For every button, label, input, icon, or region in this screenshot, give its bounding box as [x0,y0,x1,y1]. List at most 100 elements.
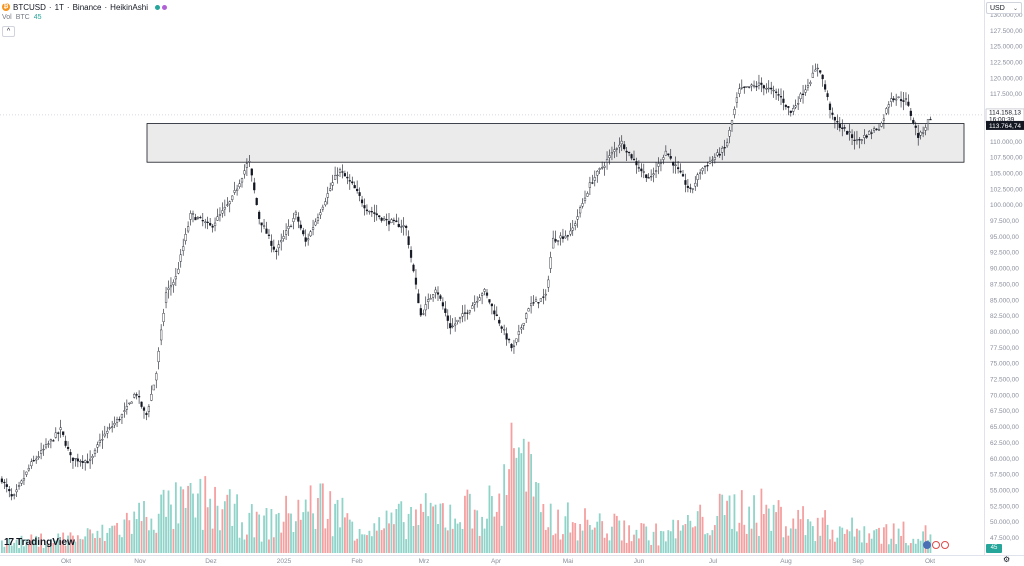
candle [385,219,388,221]
candle [10,494,13,497]
candle [659,162,663,164]
candle [189,213,192,220]
volume-bar [851,517,853,553]
volume-bar [645,526,648,553]
candle [740,87,743,89]
volume-bar [762,514,765,553]
volume-bar [116,522,118,553]
candle [686,185,689,188]
candle [324,201,327,206]
collapse-legend-button[interactable]: ^ [2,26,15,37]
candle [493,310,496,315]
candle [735,97,738,103]
time-tick-label: Nov [134,558,146,565]
candle [794,105,797,108]
candle [299,224,302,229]
candle [640,168,643,172]
volume-bar [103,540,106,553]
volume-bar [782,537,785,553]
event-flag-icon[interactable] [941,541,949,549]
candle [608,155,611,159]
candle [444,308,447,313]
volume-bar [694,526,697,553]
candle [375,213,378,216]
candle [419,308,422,316]
volume-bar [375,530,378,553]
volume-bar [351,521,354,553]
tradingview-logo[interactable]: 17 TradingView [4,537,75,548]
time-axis: Okt Nov Dez 2025 Feb Mrz Apr Mai Jun Jul Aug Sep Okt [0,555,1024,565]
candle [843,127,846,129]
volume-bar [699,504,702,553]
candle [613,149,616,152]
candle [706,165,709,167]
currency-selector[interactable]: USD ⌄ [986,2,1022,14]
candle [850,134,854,138]
volume-bar [530,454,532,553]
candle [302,230,305,235]
candle [603,165,606,168]
volume-bar [868,533,871,553]
volume-bar [598,513,601,553]
candle [108,427,111,429]
candle [549,257,552,269]
volume-bar [638,538,640,553]
volume-bar [211,528,214,553]
candle [826,93,829,98]
volume-bar [887,544,890,553]
candle [213,222,217,226]
candle [49,439,52,442]
gear-icon[interactable]: ⚙ [1003,555,1011,564]
volume-bar [427,516,430,553]
candle [191,213,195,215]
candle [405,225,408,228]
price-tick-label: 130.000,00 [990,12,1023,19]
event-flag-icon[interactable] [932,541,940,549]
volume-bar [755,522,758,553]
candle [760,82,763,85]
volume-axis-badge: 45 [986,544,1002,553]
volume-bar [606,533,608,553]
volume-bar [160,494,163,553]
volume-bar [611,526,613,553]
volume-bar [615,515,618,553]
candle [338,169,342,173]
candle [275,250,278,252]
candle [5,484,8,487]
volume-bar [400,501,403,553]
volume-bar [297,499,300,553]
resistance-zone[interactable] [146,123,965,163]
candle [47,443,50,445]
volume-bar [642,523,645,553]
candle [226,204,229,206]
symbol-name[interactable]: BTCUSD [13,2,46,12]
candle [919,131,922,136]
candle [679,170,682,173]
candle [86,461,89,464]
candle [98,439,101,443]
candle [439,295,442,299]
candle [571,227,574,231]
interval-label[interactable]: 1T [54,2,64,12]
candle [360,199,364,204]
candle [201,220,204,222]
volume-legend[interactable]: Vol BTC 45 [2,14,42,21]
volume-bar [378,517,381,553]
time-tick-label: Jul [709,558,718,565]
candle [221,210,224,214]
candle [848,131,851,133]
candle [534,299,538,302]
candle [902,100,905,102]
volume-bar [584,508,586,553]
event-flags[interactable] [923,541,949,549]
candle [500,326,503,329]
price-tick-label: 55.000,00 [990,487,1019,494]
volume-bar [280,532,283,553]
volume-bar [395,508,398,553]
time-tick-label: Aug [780,558,792,565]
event-flag-icon[interactable] [923,541,931,549]
volume-bar [241,522,243,553]
candle [368,210,371,213]
volume-bar [517,447,520,553]
